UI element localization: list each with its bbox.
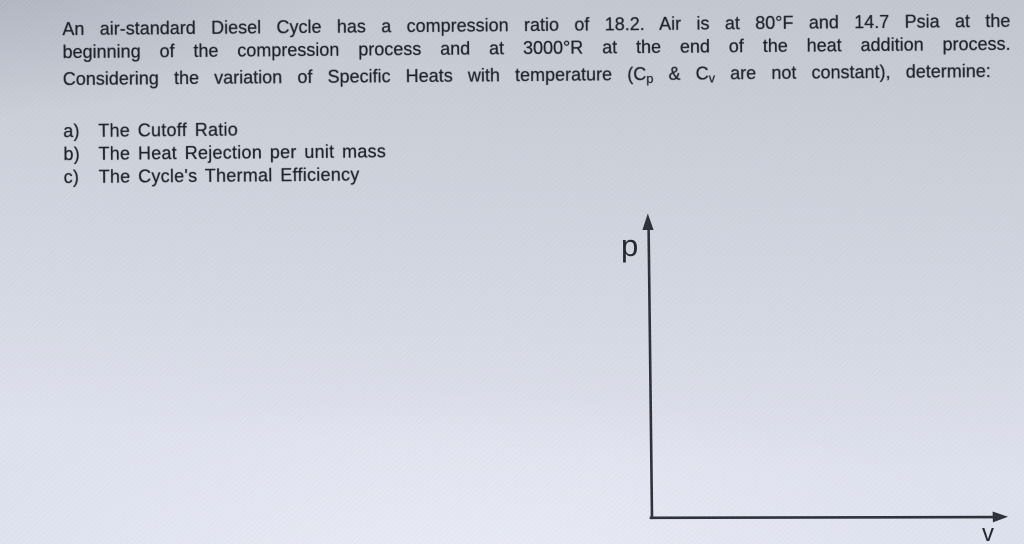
- y-axis-label: p: [621, 228, 638, 263]
- task-list: a) The Cutoff Ratio b) The Heat Rejectio…: [63, 117, 386, 189]
- problem-paragraph: An air-standard Diesel Cycle has a compr…: [62, 10, 1011, 92]
- x-axis-arrowhead: [992, 511, 1008, 523]
- line3-segment: are not constant), determine:: [714, 61, 991, 84]
- task-a-text: The Cutoff Ratio: [98, 119, 239, 141]
- line3-segment: Considering the variation of Specific He…: [62, 64, 647, 90]
- y-axis-arrowhead: [642, 213, 654, 230]
- pv-diagram: p v: [621, 213, 1008, 544]
- subscript-v: v: [708, 70, 716, 86]
- task-a-label: a): [63, 120, 80, 142]
- list-item: c) The Cycle's Thermal Efficiency: [64, 163, 387, 189]
- y-axis-line: [647, 225, 654, 520]
- line3-segment: & C: [653, 63, 709, 84]
- task-b-text: The Heat Rejection per unit mass: [98, 141, 387, 164]
- task-c-text: The Cycle's Thermal Efficiency: [98, 164, 360, 187]
- task-b-label: b): [63, 143, 81, 165]
- paragraph-line-3: Considering the variation of Specific He…: [63, 60, 991, 92]
- subscript-p: p: [646, 71, 654, 87]
- x-axis-label: v: [982, 520, 994, 544]
- x-axis-line: [649, 515, 998, 520]
- task-c-label: c): [63, 166, 80, 188]
- list-item: b) The Heat Rejection per unit mass: [63, 140, 386, 166]
- list-item: a) The Cutoff Ratio: [63, 117, 386, 143]
